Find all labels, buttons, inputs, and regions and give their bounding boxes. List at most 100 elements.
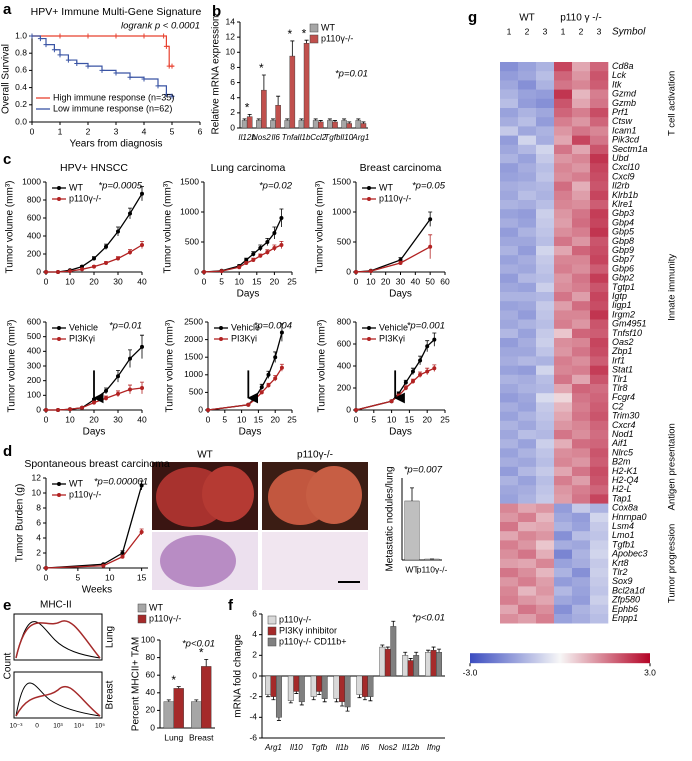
heatmap-cell <box>554 264 573 274</box>
significance: * <box>302 26 307 40</box>
column-label: 2 <box>579 26 584 36</box>
heatmap-cell <box>554 531 573 541</box>
heatmap-cell <box>554 614 573 624</box>
heatmap-cell <box>554 163 573 173</box>
heatmap-cell <box>572 236 591 247</box>
heatmap-cell <box>590 466 609 477</box>
bar <box>379 646 386 677</box>
heatmap-cell <box>500 476 519 486</box>
heatmap-cell <box>536 117 555 127</box>
heatmap-cell <box>572 209 591 219</box>
bar <box>316 675 323 692</box>
point <box>44 270 48 274</box>
heatmap-cell <box>518 558 537 569</box>
bar <box>261 89 267 129</box>
heatmap-cell <box>500 282 519 293</box>
legend-swatch <box>267 626 277 636</box>
heatmap-cell <box>536 264 555 274</box>
legend-marker <box>219 326 223 330</box>
panel-label: e <box>3 597 11 614</box>
censor-mark <box>51 47 57 53</box>
censor-mark <box>141 76 147 82</box>
lung-lobe <box>202 466 254 522</box>
heatmap-cell <box>500 98 519 109</box>
gene-label: Gbp2 <box>612 273 634 283</box>
heatmap-cell <box>536 282 555 293</box>
y-tick-label: 0 <box>150 722 155 732</box>
heatmap-cell <box>590 347 609 357</box>
nodule <box>160 535 236 587</box>
bar <box>321 675 328 699</box>
x-tick-label: 20 <box>89 414 99 424</box>
x-tick-label: Arg1 <box>264 743 282 752</box>
heatmap-cell <box>572 62 591 72</box>
heatmap-cell <box>500 549 519 560</box>
point <box>140 344 144 349</box>
heatmap-cell <box>518 218 537 228</box>
legend-marker <box>219 337 223 341</box>
point <box>428 244 433 249</box>
heatmap-cell <box>590 282 609 293</box>
point <box>68 407 72 412</box>
legend-label: WT <box>149 602 163 612</box>
legend-marker <box>57 482 61 486</box>
column-label: 1 <box>507 26 512 36</box>
heatmap-cell <box>536 338 555 348</box>
heatmap-cell <box>518 292 537 302</box>
error-bar <box>166 699 171 702</box>
error-bar <box>368 696 373 702</box>
point <box>410 369 415 374</box>
legend-label: p110γ-/- <box>279 614 311 624</box>
y-tick-label: 0 <box>194 266 199 276</box>
heatmap-cell <box>518 163 537 173</box>
heatmap-cell <box>590 540 609 550</box>
heatmap-cell <box>500 264 519 274</box>
heatmap-cell <box>518 356 537 366</box>
heatmap-cell <box>590 80 609 90</box>
heatmap-cell <box>572 595 591 606</box>
legend-swatch <box>137 614 147 624</box>
heatmap-cell <box>536 135 555 146</box>
censor-mark <box>161 33 167 39</box>
heatmap-cell <box>572 384 591 394</box>
point <box>258 253 263 258</box>
heatmap-cell <box>518 503 537 514</box>
heatmap-cell <box>536 393 555 403</box>
y-tick-label: 12 <box>226 31 236 41</box>
heatmap-cell <box>554 108 573 118</box>
heatmap-cell <box>518 531 537 541</box>
error-bar <box>304 39 309 44</box>
heatmap-cell <box>536 586 555 596</box>
x-tick-label: 20 <box>422 414 432 424</box>
y-tick-label: 0 <box>36 266 41 276</box>
y-tick-label: -4 <box>249 712 257 722</box>
heatmap-cell <box>500 604 519 615</box>
x-tick-label: 5 <box>219 276 224 286</box>
heatmap-cell <box>500 586 519 596</box>
heatmap-cell <box>554 374 573 385</box>
error-bar <box>194 699 199 702</box>
heatmap-cell <box>590 310 609 320</box>
series-line <box>207 367 283 411</box>
heatmap-cell <box>536 568 555 578</box>
legend-label: PI3Kγi <box>379 333 405 343</box>
heatmap-cell <box>500 614 519 624</box>
heatmap-cell <box>518 485 537 495</box>
heatmap-cell <box>590 595 609 606</box>
heatmap-cell <box>590 71 609 81</box>
heatmap-cell <box>554 439 573 449</box>
heatmap-cell <box>572 393 591 403</box>
x-tick-label: 40 <box>411 276 421 286</box>
heatmap-cell <box>536 255 555 265</box>
y-tick-label: 8 <box>230 62 235 72</box>
heatmap-cell <box>590 264 609 274</box>
gene-label: Tlr2 <box>612 567 628 577</box>
heatmap-cell <box>500 512 519 523</box>
x-tick-label: 25 <box>440 414 450 424</box>
gene-label: Icam1 <box>612 125 637 135</box>
censor-mark <box>74 61 80 67</box>
y-tick-label: 0 <box>36 404 41 414</box>
heatmap-cell <box>518 430 537 440</box>
heatmap-cell <box>536 531 555 541</box>
heatmap-cell <box>590 246 609 256</box>
